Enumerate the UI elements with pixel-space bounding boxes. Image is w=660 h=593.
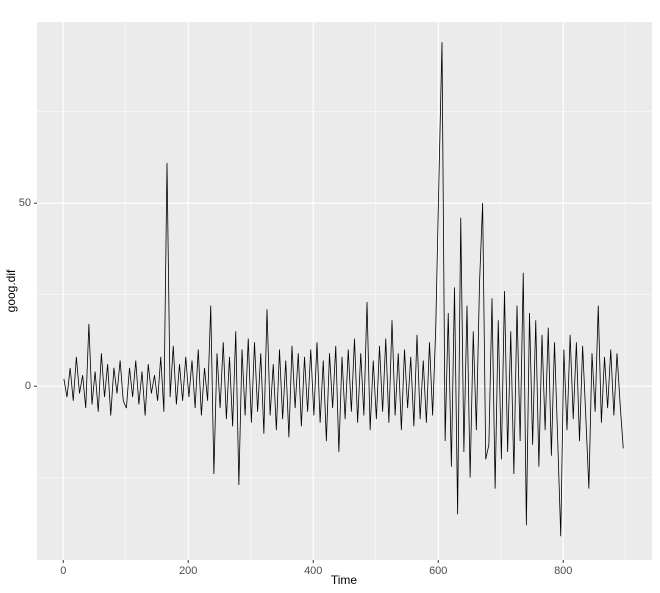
x-tick-label: 0 [60, 565, 66, 577]
x-axis-title: Time [331, 573, 358, 587]
y-tick-label: 0 [25, 380, 31, 392]
y-axis-title: goog.dif [4, 269, 18, 312]
x-tick-label: 200 [179, 565, 197, 577]
x-tick-label: 400 [304, 565, 322, 577]
x-tick-label: 800 [554, 565, 572, 577]
y-tick-label: 50 [19, 197, 31, 209]
panel [37, 22, 652, 560]
series-line [63, 42, 624, 537]
x-tick-label: 600 [429, 565, 447, 577]
